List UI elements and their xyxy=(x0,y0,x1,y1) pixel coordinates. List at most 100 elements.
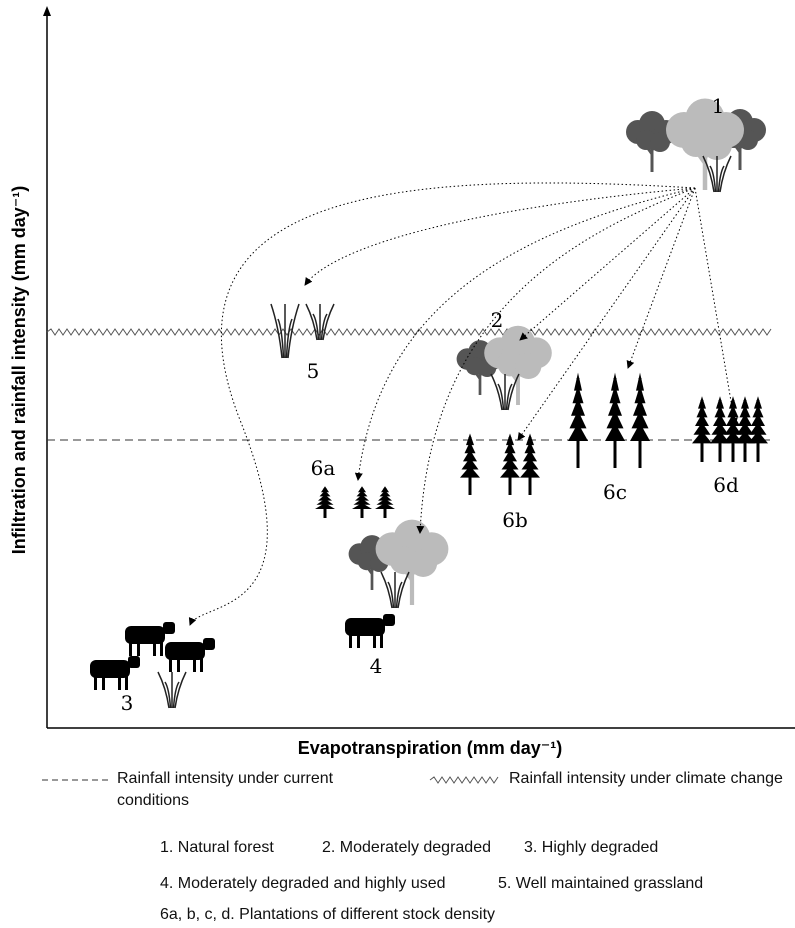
foliage xyxy=(504,441,516,454)
legend-text: Rainfall intensity under current conditi… xyxy=(117,770,334,809)
key-item: 2. Moderately degraded xyxy=(322,839,491,856)
foliage xyxy=(749,422,767,435)
foliage xyxy=(521,457,539,470)
legend-text: Rainfall intensity under climate change xyxy=(509,770,783,787)
foliage xyxy=(574,372,582,391)
foliage xyxy=(568,423,588,441)
leg xyxy=(125,676,128,690)
arrow xyxy=(517,187,696,441)
foliage xyxy=(735,431,755,444)
grass-icon xyxy=(702,155,732,193)
foliage xyxy=(636,372,644,391)
crown xyxy=(650,132,670,152)
foliage xyxy=(738,413,752,427)
leg xyxy=(200,658,203,672)
conifer-icon xyxy=(748,396,768,462)
foliage xyxy=(711,422,729,435)
foliage xyxy=(724,422,742,435)
leg xyxy=(177,658,180,672)
foliage xyxy=(695,413,709,427)
foliage xyxy=(754,396,762,409)
foliage xyxy=(739,404,751,418)
foliage xyxy=(631,410,649,429)
foliage xyxy=(319,490,331,497)
foliage xyxy=(608,397,622,416)
conifer-icon xyxy=(723,396,743,462)
y-axis-label: Infiltration and rainfall intensity (mm … xyxy=(9,186,29,555)
foliage xyxy=(698,396,706,409)
foliage xyxy=(727,404,739,418)
conifer-icon xyxy=(352,486,372,518)
foliage xyxy=(506,433,514,446)
foliage xyxy=(693,422,711,435)
arrow xyxy=(519,187,696,341)
foliage xyxy=(716,396,724,409)
foliage xyxy=(605,423,625,441)
foliage xyxy=(523,449,537,462)
foliage xyxy=(630,423,650,441)
conifer-icon xyxy=(692,396,712,462)
leg xyxy=(137,642,140,656)
foliage xyxy=(376,498,394,505)
head xyxy=(163,622,175,634)
foliage xyxy=(461,457,479,470)
y-axis-arrow xyxy=(43,6,51,16)
foliage xyxy=(569,410,587,429)
key-item: 3. Highly degraded xyxy=(524,839,659,856)
grass-icon xyxy=(157,671,187,709)
crown xyxy=(702,130,732,160)
foliage xyxy=(713,413,727,427)
cow-icon xyxy=(125,622,175,656)
foliage xyxy=(463,449,477,462)
leg xyxy=(380,634,383,648)
arrow xyxy=(694,187,738,426)
foliage xyxy=(503,449,517,462)
foliage xyxy=(633,397,647,416)
key-item: 5. Well maintained grassland xyxy=(498,875,704,892)
foliage xyxy=(606,410,624,429)
leg xyxy=(118,676,121,690)
foliage xyxy=(316,498,334,505)
foliage xyxy=(460,466,480,478)
x-axis-label: Evapotranspiration (mm day⁻¹) xyxy=(298,738,563,758)
foliage xyxy=(520,466,540,478)
arrow xyxy=(354,187,696,481)
conifer-icon xyxy=(375,486,395,518)
leg xyxy=(129,642,132,656)
foliage xyxy=(381,486,389,493)
foliage xyxy=(355,494,369,501)
tree-icon xyxy=(375,519,449,605)
foliage xyxy=(379,490,391,497)
body xyxy=(90,660,130,678)
foliage xyxy=(526,433,534,446)
node-label: 2 xyxy=(491,308,504,332)
foliage xyxy=(634,385,646,404)
foliage xyxy=(500,466,520,478)
foliage xyxy=(352,503,372,509)
node-label: 1 xyxy=(712,94,725,118)
foliage xyxy=(696,404,708,418)
body xyxy=(125,626,165,644)
key-item: 1. Natural forest xyxy=(160,839,274,856)
conifer-icon xyxy=(605,372,625,468)
foliage xyxy=(315,503,335,509)
node-label: 3 xyxy=(121,691,134,715)
cow-icon xyxy=(90,656,140,690)
tree-icon xyxy=(484,325,552,405)
conifer-icon xyxy=(500,433,520,495)
leg xyxy=(193,658,196,672)
conifer-icon xyxy=(710,396,730,462)
tree-icon xyxy=(666,98,744,190)
cow-icon xyxy=(165,638,215,672)
foliage xyxy=(748,431,768,444)
foliage xyxy=(378,494,392,501)
foliage xyxy=(710,431,730,444)
head xyxy=(203,638,215,650)
grass-icon xyxy=(305,303,335,341)
leg xyxy=(357,634,360,648)
foliage xyxy=(736,422,754,435)
body xyxy=(165,642,205,660)
key-item: 6a, b, c, d. Plantations of different st… xyxy=(160,906,496,923)
foliage xyxy=(464,441,476,454)
